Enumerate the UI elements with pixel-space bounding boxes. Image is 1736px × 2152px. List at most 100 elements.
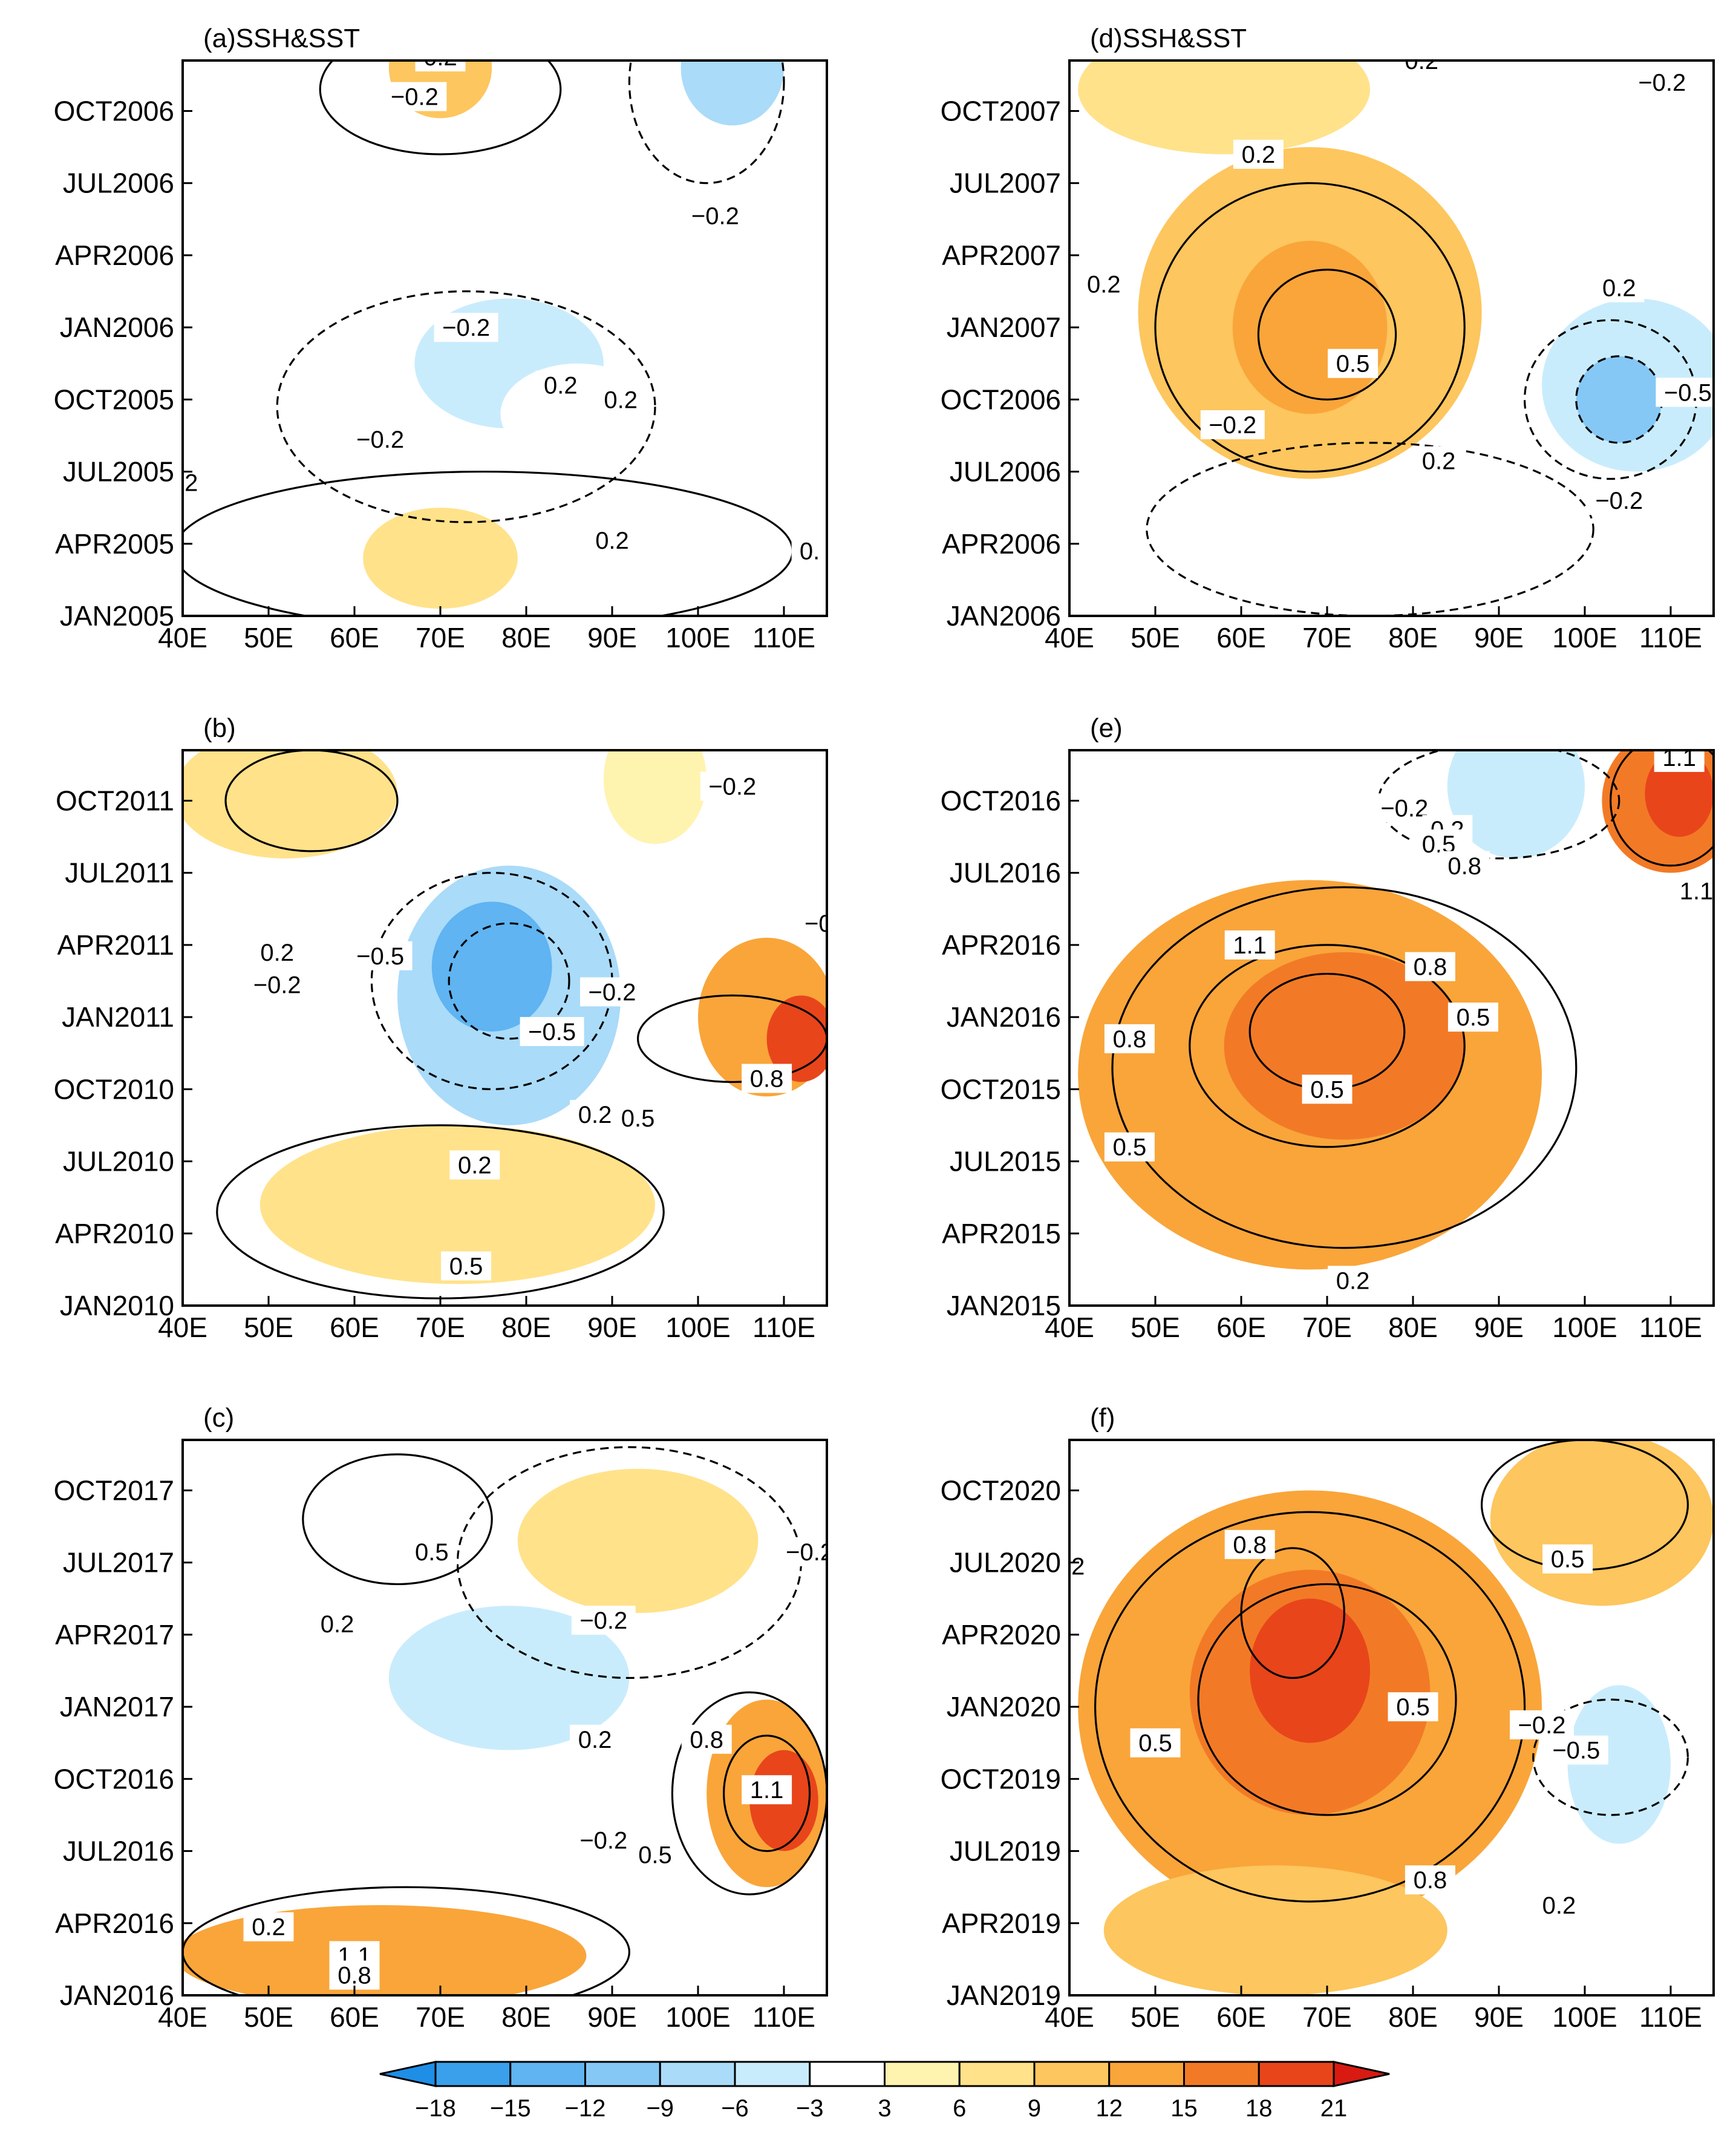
contour-label-text: −0.2	[691, 203, 739, 229]
y-tick-label: JAN2006	[947, 600, 1061, 632]
sst-shade-blob	[1610, 1038, 1714, 1212]
contour-label: 0.2	[1328, 1266, 1379, 1295]
contour-label: 0.5	[1302, 1074, 1353, 1104]
y-tick-label: OCT2011	[56, 785, 174, 816]
contour-label-text: 0.8	[690, 1727, 723, 1753]
colorbar-high-extend	[1333, 2061, 1390, 2087]
contour-label: −0.2	[382, 82, 447, 111]
colorbar-swatch	[958, 2061, 1036, 2087]
y-tick-label: APR2007	[942, 240, 1061, 271]
sst-shade-blob	[1567, 1685, 1671, 1844]
y-tick-label: JUL2005	[63, 456, 174, 488]
contour-label-text: 0.2	[321, 1611, 354, 1638]
contour-label-text: 0.5	[638, 1842, 672, 1869]
sst-shade-blob	[183, 750, 397, 859]
contour-label-text: 0.2	[544, 372, 578, 399]
sst-shade-blob	[363, 508, 518, 609]
colorbar-label: −3	[796, 2095, 824, 2122]
contour-label-text: 0.2	[1602, 275, 1636, 302]
ssh-contour-positive	[319, 61, 562, 155]
panel-e-field: −0.20.20.50.81.11.11.10.80.50.80.50.50.2	[1069, 745, 1714, 1306]
contour-label: −0.2	[1587, 486, 1651, 515]
contour-label: 0.2	[243, 1912, 294, 1941]
x-tick-label: 60E	[330, 622, 379, 653]
y-tick-label: APR2005	[55, 528, 174, 560]
contour-label-text: 0.2	[1542, 1892, 1576, 1919]
panel-title: (d)SSH&SST	[1090, 24, 1247, 53]
panel-title: (b)	[203, 713, 236, 743]
colorbar-label: −6	[721, 2095, 749, 2122]
x-tick-label: 110E	[1639, 622, 1702, 653]
contour-label-text: 0.8	[338, 1963, 371, 1989]
contour-label: 0.2	[1396, 61, 1447, 75]
plot-frame	[1068, 1439, 1715, 1997]
x-tick-label: 90E	[587, 2001, 637, 2033]
y-tick-label: APR2017	[55, 1619, 174, 1650]
ssh-contour-negative	[276, 290, 656, 523]
y-tick-label: JAN2011	[62, 1001, 174, 1033]
sst-shade-blob	[1576, 356, 1662, 443]
contour-label: 0.2	[570, 1724, 621, 1754]
sst-shade-blob	[1490, 1440, 1714, 1606]
contour-label: 0.5	[1130, 1728, 1181, 1758]
contour-label: −0.2	[700, 771, 765, 801]
ssh-contour-positive	[722, 1735, 811, 1853]
ssh-contour-positive	[1154, 182, 1466, 473]
contour-label: −0.2	[1372, 793, 1437, 823]
x-tick-label: 90E	[587, 1312, 637, 1343]
contour-label-text: 0.8	[1414, 954, 1447, 981]
plot-frame	[181, 749, 828, 1307]
x-tick-label: 50E	[1131, 622, 1180, 653]
colorbar-swatch	[1258, 2061, 1335, 2087]
sst-shade-blob	[183, 1905, 587, 1995]
y-tick-label: JAN2015	[947, 1290, 1061, 1321]
y-tick-label: OCT2016	[941, 785, 1061, 816]
y-tick-label: APR2010	[55, 1218, 174, 1249]
contour-label-text: −0	[804, 911, 832, 937]
x-tick-label: 100E	[1552, 2001, 1617, 2033]
contour-label: 1.1	[1224, 930, 1275, 960]
contour-label-text: 0.2	[260, 940, 294, 966]
y-tick-label: OCT2017	[54, 1474, 174, 1506]
y-tick-label: OCT2016	[54, 1763, 174, 1794]
colorbar-swatch	[509, 2061, 586, 2087]
x-tick-label: 40E	[1045, 2001, 1094, 2033]
contour-label-text: −0.2	[391, 84, 439, 111]
x-tick-label: 110E	[1639, 2001, 1702, 2033]
contour-label: 0.5	[1447, 1002, 1498, 1032]
x-tick-label: 100E	[665, 622, 730, 653]
contour-label-text: 0.2	[1087, 272, 1121, 298]
contour-label: 0.2	[1233, 139, 1284, 169]
y-tick-label: APR2006	[55, 240, 174, 271]
contour-label: −0.5	[1656, 378, 1714, 407]
contour-label-text: 0.2	[578, 1102, 612, 1128]
plot-frame	[1068, 749, 1715, 1307]
contour-label-text: 0.2	[595, 528, 629, 554]
x-tick-label: 50E	[1131, 2001, 1180, 2033]
contour-label: 0.	[791, 536, 827, 566]
contour-label-text: 0.2	[1242, 142, 1276, 168]
contour-label-text: 0.5	[1138, 1730, 1172, 1757]
y-tick-label: OCT2007	[941, 95, 1061, 126]
x-tick-label: 40E	[158, 1312, 207, 1343]
contour-label-text: 0.5	[1457, 1004, 1490, 1031]
contour-label: 0.5	[1388, 1692, 1438, 1722]
y-tick-label: OCT2015	[941, 1073, 1061, 1105]
ssh-contour-positive	[1257, 269, 1397, 401]
contour-label-text: 0.2	[1336, 1267, 1370, 1294]
x-tick-label: 90E	[1474, 1312, 1524, 1343]
panel-a-field: −0.20.2−0.2−0.20.20.2−0.20.2 0.2	[183, 61, 827, 616]
x-tick-label: 110E	[752, 2001, 815, 2033]
sst-shade-blob	[1447, 750, 1585, 859]
y-tick-label: JAN2017	[60, 1691, 174, 1722]
panel-f: 0.8 2 0.5 0.5 −0.2−0.5 0.5 0.8 0.2 (f) 40E 50E 60E 7…	[941, 1403, 1715, 2033]
contour-label-text: 0.8	[1233, 1532, 1267, 1558]
y-tick-label: JUL2015	[950, 1146, 1061, 1177]
y-tick-label: JAN2019	[947, 1980, 1061, 2011]
contour-label: −0.2	[571, 1825, 636, 1855]
contour-label-text: −0.2	[786, 1539, 834, 1566]
contour-label-text: 1.1	[1662, 745, 1696, 771]
contour-label: −0	[800, 909, 832, 938]
ssh-contour-positive	[1610, 750, 1714, 867]
ssh-contour-positive	[1197, 1583, 1457, 1816]
